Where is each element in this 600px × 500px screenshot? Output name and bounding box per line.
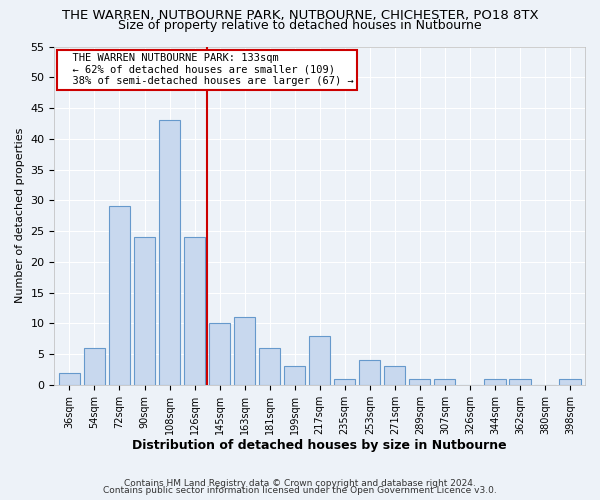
Bar xyxy=(334,378,355,385)
Bar xyxy=(134,237,155,385)
Text: Contains HM Land Registry data © Crown copyright and database right 2024.: Contains HM Land Registry data © Crown c… xyxy=(124,478,476,488)
Bar xyxy=(409,378,430,385)
Bar xyxy=(184,237,205,385)
Bar xyxy=(359,360,380,385)
Bar xyxy=(509,378,530,385)
Bar xyxy=(309,336,331,385)
Text: Contains public sector information licensed under the Open Government Licence v3: Contains public sector information licen… xyxy=(103,486,497,495)
Bar xyxy=(234,317,255,385)
Bar xyxy=(384,366,406,385)
Text: THE WARREN, NUTBOURNE PARK, NUTBOURNE, CHICHESTER, PO18 8TX: THE WARREN, NUTBOURNE PARK, NUTBOURNE, C… xyxy=(62,8,538,22)
Bar xyxy=(209,324,230,385)
Y-axis label: Number of detached properties: Number of detached properties xyxy=(15,128,25,304)
Bar xyxy=(284,366,305,385)
Bar xyxy=(159,120,180,385)
Bar xyxy=(84,348,105,385)
Bar xyxy=(484,378,506,385)
Bar xyxy=(109,206,130,385)
Bar xyxy=(434,378,455,385)
Bar xyxy=(59,372,80,385)
Bar xyxy=(259,348,280,385)
Text: Size of property relative to detached houses in Nutbourne: Size of property relative to detached ho… xyxy=(118,19,482,32)
Bar xyxy=(559,378,581,385)
Text: THE WARREN NUTBOURNE PARK: 133sqm
  ← 62% of detached houses are smaller (109)
 : THE WARREN NUTBOURNE PARK: 133sqm ← 62% … xyxy=(60,54,353,86)
X-axis label: Distribution of detached houses by size in Nutbourne: Distribution of detached houses by size … xyxy=(133,440,507,452)
